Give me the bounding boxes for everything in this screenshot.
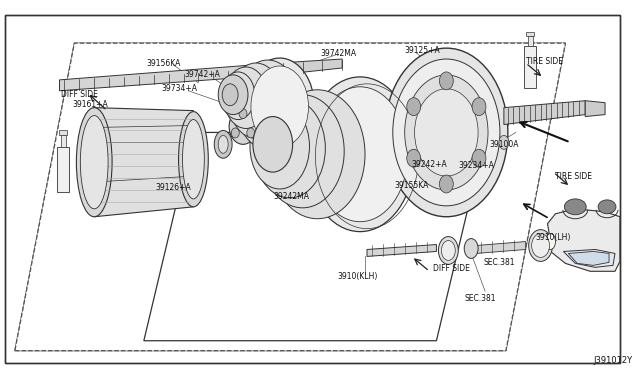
Text: 39125+A: 39125+A [404, 46, 440, 55]
Text: 39234+A: 39234+A [458, 161, 494, 170]
Ellipse shape [222, 84, 238, 106]
Polygon shape [15, 43, 565, 351]
Text: J391012Y: J391012Y [593, 356, 632, 365]
Text: TIRE SIDE: TIRE SIDE [525, 57, 563, 65]
Ellipse shape [440, 72, 453, 90]
Text: 39242MA: 39242MA [274, 192, 310, 201]
Ellipse shape [440, 175, 453, 193]
Text: 39100A: 39100A [489, 140, 518, 149]
Text: 3910(LH): 3910(LH) [536, 233, 571, 242]
Ellipse shape [532, 234, 550, 257]
Bar [528, 36, 532, 46]
Text: 39155KA: 39155KA [395, 182, 429, 190]
Ellipse shape [253, 116, 292, 172]
Ellipse shape [179, 112, 208, 207]
Ellipse shape [231, 128, 239, 138]
Ellipse shape [236, 60, 300, 149]
Polygon shape [367, 244, 436, 256]
Ellipse shape [218, 75, 248, 115]
Ellipse shape [472, 149, 486, 167]
Ellipse shape [251, 66, 308, 147]
Polygon shape [60, 63, 278, 91]
Ellipse shape [464, 238, 478, 259]
Ellipse shape [76, 108, 112, 217]
Ellipse shape [245, 58, 314, 155]
Text: DIFF SIDE: DIFF SIDE [433, 264, 470, 273]
Ellipse shape [499, 135, 509, 149]
Text: SEC.381: SEC.381 [464, 294, 496, 302]
Text: 39156KA: 39156KA [147, 58, 181, 67]
Ellipse shape [254, 99, 325, 198]
Bar [61, 135, 67, 147]
Ellipse shape [270, 90, 365, 219]
Ellipse shape [229, 109, 257, 144]
Polygon shape [476, 241, 525, 253]
Ellipse shape [218, 135, 228, 153]
Ellipse shape [239, 109, 247, 119]
Bar [56, 147, 69, 192]
Ellipse shape [407, 149, 420, 167]
Polygon shape [504, 101, 585, 125]
Ellipse shape [312, 87, 408, 222]
Ellipse shape [545, 234, 556, 250]
Text: 3910(KLH): 3910(KLH) [337, 272, 378, 281]
Bar [524, 46, 536, 88]
Ellipse shape [229, 63, 283, 138]
Polygon shape [94, 108, 193, 217]
Ellipse shape [407, 98, 420, 116]
Text: DIFF SIDE: DIFF SIDE [61, 90, 99, 99]
Ellipse shape [393, 59, 500, 206]
Ellipse shape [529, 230, 552, 262]
Ellipse shape [182, 119, 204, 199]
Ellipse shape [250, 104, 310, 189]
Ellipse shape [214, 131, 232, 158]
Polygon shape [585, 101, 605, 116]
Polygon shape [278, 59, 342, 75]
Text: TIRE SIDE: TIRE SIDE [556, 171, 593, 180]
Ellipse shape [442, 241, 455, 260]
Text: 39126+A: 39126+A [156, 183, 191, 192]
Bar [525, 32, 534, 36]
Text: 39734+A: 39734+A [162, 84, 198, 93]
Text: 39742MA: 39742MA [321, 49, 356, 58]
Ellipse shape [415, 89, 478, 176]
Text: 39161+A: 39161+A [72, 100, 108, 109]
Ellipse shape [385, 48, 508, 217]
Ellipse shape [598, 200, 616, 214]
Polygon shape [548, 209, 620, 271]
Ellipse shape [438, 237, 458, 264]
Ellipse shape [224, 67, 268, 128]
Ellipse shape [564, 199, 586, 215]
Polygon shape [563, 250, 615, 267]
Ellipse shape [404, 75, 488, 190]
Ellipse shape [472, 98, 486, 116]
Ellipse shape [247, 128, 255, 138]
Ellipse shape [221, 72, 255, 119]
Polygon shape [144, 132, 486, 341]
Polygon shape [568, 251, 609, 265]
Text: SEC.381: SEC.381 [483, 258, 515, 267]
Ellipse shape [81, 116, 108, 209]
Ellipse shape [305, 77, 415, 232]
Polygon shape [15, 43, 565, 351]
Text: 39742+A: 39742+A [184, 70, 220, 79]
Bar [58, 131, 67, 135]
Text: 39242+A: 39242+A [412, 160, 447, 169]
Ellipse shape [261, 95, 344, 208]
